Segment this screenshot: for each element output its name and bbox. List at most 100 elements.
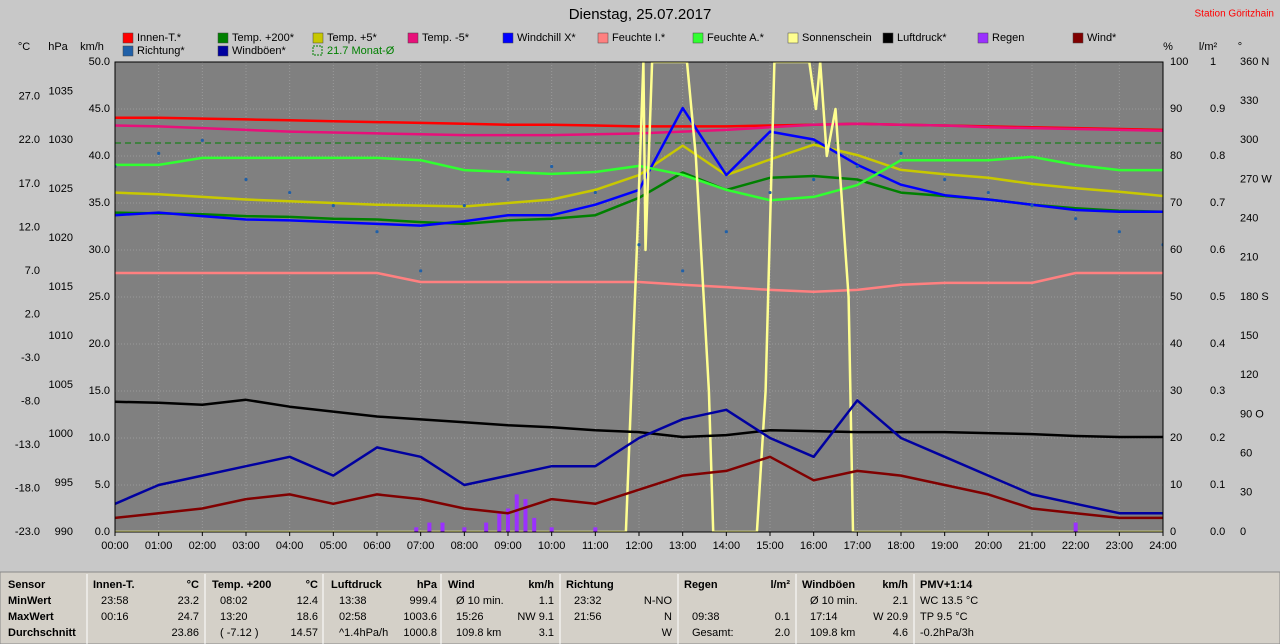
- table-cell: 15:26: [456, 611, 484, 623]
- x-tick-label: 09:00: [494, 540, 522, 552]
- table-header: Sensor: [8, 579, 46, 591]
- table-header: PMV+1:14: [920, 579, 973, 591]
- y-tick-label: 30: [1170, 385, 1182, 397]
- direction-dot: [157, 151, 161, 155]
- x-tick-label: 16:00: [800, 540, 828, 552]
- table-background: [0, 571, 1280, 644]
- table-header-unit: °C: [187, 579, 199, 591]
- chart-title: Dienstag, 25.07.2017: [569, 6, 712, 23]
- legend-label: Windböen*: [232, 45, 287, 57]
- series-line: [115, 398, 1163, 439]
- x-tick-label: 22:00: [1062, 540, 1090, 552]
- x-tick-label: 18:00: [887, 540, 915, 552]
- direction-dot: [1117, 230, 1121, 234]
- x-tick-label: 04:00: [276, 540, 304, 552]
- direction-dot: [986, 190, 990, 195]
- y-tick-label: 1015: [49, 281, 73, 293]
- y-tick-label: 330: [1240, 95, 1258, 107]
- table-cell: 999.4: [409, 595, 437, 607]
- table-cell: W: [662, 627, 673, 639]
- rain-bar: [497, 513, 502, 532]
- x-tick-label: 02:00: [189, 540, 217, 552]
- y-tick-label: 995: [55, 477, 73, 489]
- rain-bar: [549, 527, 554, 532]
- table-header-unit: l/m²: [770, 579, 790, 591]
- table-header-unit: km/h: [882, 579, 908, 591]
- y-tick-label: 0.9: [1210, 103, 1225, 115]
- plot-frame: [114, 61, 1164, 533]
- grid: [115, 62, 1163, 532]
- y-tick-label: 0.7: [1210, 197, 1225, 209]
- y-tick-label: 120: [1240, 369, 1258, 381]
- x-tick-label: 11:00: [582, 540, 609, 552]
- table-cell: TP 9.5 °C: [920, 611, 968, 623]
- y-tick-label: 0.6: [1210, 244, 1225, 256]
- x-tick-label: 00:00: [101, 540, 129, 552]
- rain-bar: [506, 508, 510, 532]
- y-tick-label: 20: [1170, 432, 1182, 444]
- y-tick-label: 100: [1170, 56, 1188, 68]
- table-header-unit: hPa: [417, 579, 438, 591]
- table-cell: 4.6: [893, 627, 908, 639]
- x-tick-label: 05:00: [320, 540, 348, 552]
- y-tick-label: 5.0: [95, 479, 110, 491]
- series-line: [115, 455, 1163, 520]
- y-tick-label: 1000: [49, 428, 73, 440]
- x-tick-label: 13:00: [669, 540, 697, 552]
- table-cell: -0.2hPa/3h: [920, 627, 974, 639]
- rain-bar: [523, 499, 528, 532]
- y-axis-label: hPa: [48, 41, 68, 53]
- table-cell: 1003.6: [403, 611, 437, 623]
- rain-bar: [593, 527, 598, 532]
- legend-swatch: [312, 45, 323, 56]
- y-tick-label: 1030: [49, 134, 73, 146]
- table-cell: 1.1: [539, 595, 554, 607]
- y-tick-label: 1020: [49, 232, 73, 244]
- direction-dot: [637, 243, 641, 247]
- table-cell: 02:58: [339, 611, 367, 623]
- table-cell: 109.8 km: [456, 627, 501, 639]
- table-cell: 00:16: [101, 611, 129, 623]
- legend-swatch: [217, 32, 229, 44]
- legend-swatch: [407, 32, 419, 44]
- legend-swatch: [312, 32, 324, 44]
- x-tick-label: 12:00: [625, 540, 653, 552]
- series-line: [115, 62, 1163, 532]
- table-cell: NW 9.1: [517, 611, 554, 623]
- table-cell: 23.2: [178, 595, 199, 607]
- rain-bar: [484, 522, 489, 532]
- table-cell: 13:20: [220, 611, 248, 623]
- y-tick-label: 40.0: [89, 150, 110, 162]
- direction-dot: [462, 204, 466, 208]
- table-header: Temp. +200: [212, 579, 271, 591]
- direction-dot: [1074, 217, 1078, 221]
- table-header: Windböen: [802, 579, 855, 591]
- table-cell: N-NO: [644, 595, 673, 607]
- table-cell: Ø 10 min.: [810, 595, 858, 607]
- table-header-unit: km/h: [528, 579, 554, 591]
- direction-dot: [375, 230, 379, 234]
- legend-label: Feuchte I.*: [612, 32, 666, 44]
- station-name: Station Göritzhain: [1195, 9, 1275, 20]
- table-cell: 109.8 km: [810, 627, 855, 639]
- table-cell: ( -7.12 ): [220, 627, 259, 639]
- y-tick-label: 35.0: [89, 197, 110, 209]
- y-tick-label: 10.0: [89, 432, 110, 444]
- table-cell: N: [664, 611, 672, 623]
- direction-dot: [724, 230, 728, 234]
- legend-label: 21.7 Monat-Ø: [327, 45, 395, 57]
- y-tick-label: 270 W: [1240, 173, 1272, 185]
- x-tick-label: 20:00: [975, 540, 1003, 552]
- table-cell: 24.7: [178, 611, 199, 623]
- y-tick-label: 90: [1170, 103, 1182, 115]
- y-tick-label: 240: [1240, 213, 1258, 225]
- direction-dot: [1030, 204, 1034, 208]
- table-cell: 2.1: [893, 595, 908, 607]
- table-row-label: MinWert: [8, 595, 52, 607]
- x-tick-label: 15:00: [756, 540, 784, 552]
- x-tick-label: 08:00: [451, 540, 479, 552]
- table-row-label: MaxWert: [8, 611, 54, 623]
- x-tick-label: 23:00: [1106, 540, 1134, 552]
- legend-swatch: [122, 32, 134, 44]
- y-tick-label: 80: [1170, 150, 1182, 162]
